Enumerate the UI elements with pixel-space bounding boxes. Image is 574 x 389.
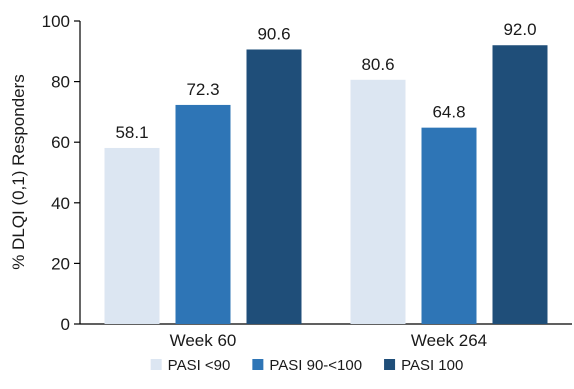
bar-week264-series1 — [350, 79, 406, 324]
y-tick-label: 40 — [51, 194, 70, 213]
data-label: 92.0 — [503, 20, 536, 39]
y-tick-label: 60 — [51, 133, 70, 152]
data-label: 72.3 — [186, 80, 219, 99]
bars — [104, 45, 548, 325]
y-axis: 0 20 40 60 80 100 — [42, 12, 81, 334]
y-tick-label: 0 — [61, 315, 70, 334]
data-label: 64.8 — [432, 103, 465, 122]
data-labels: 58.1 72.3 90.6 80.6 64.8 92.0 — [115, 20, 536, 142]
y-axis-title: % DLQI (0,1) Responders — [9, 74, 28, 270]
y-tick-label: 20 — [51, 254, 70, 273]
legend: PASI <90 PASI 90-<100 PASI 100 — [150, 357, 463, 374]
legend-swatch — [384, 359, 396, 370]
bar-week264-series2 — [421, 127, 477, 324]
x-axis: Week 60 Week 264 — [80, 323, 572, 350]
bar-week60-series1 — [104, 147, 160, 324]
y-tick-label: 100 — [42, 12, 70, 31]
data-label: 80.6 — [361, 55, 394, 74]
x-tick-label: Week 264 — [411, 331, 487, 350]
y-tick-label: 80 — [51, 73, 70, 92]
bar-week264-series3 — [492, 45, 548, 325]
legend-label: PASI 100 — [401, 357, 463, 374]
bar-week60-series2 — [175, 104, 231, 324]
legend-swatch — [150, 359, 162, 370]
legend-label: PASI 90-<100 — [269, 357, 362, 374]
bar-week60-series3 — [246, 49, 302, 325]
data-label: 58.1 — [115, 123, 148, 142]
data-label: 90.6 — [257, 24, 290, 43]
legend-label: PASI <90 — [168, 357, 231, 374]
x-tick-label: Week 60 — [170, 331, 237, 350]
legend-swatch — [252, 359, 264, 370]
